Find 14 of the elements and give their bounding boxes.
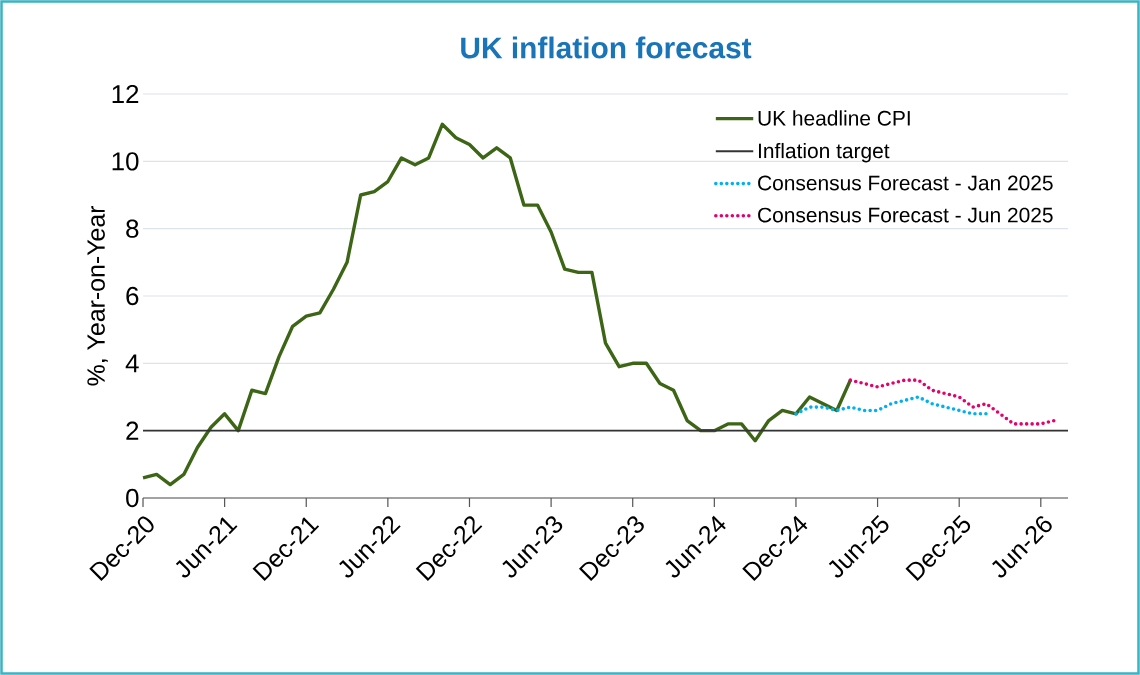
legend-label: Consensus Forecast - Jan 2025 xyxy=(758,175,1053,191)
legend-label: UK headline CPI xyxy=(758,110,910,126)
chart-title: UK inflation forecast xyxy=(461,36,752,59)
y-tick-label: 10 xyxy=(112,152,139,171)
legend-label: Inflation target xyxy=(758,142,890,163)
y-tick-label: 12 xyxy=(112,84,139,104)
legend-label: Consensus Forecast - Jun 2025 xyxy=(758,207,1053,223)
y-axis-title: %, Year-on-Year xyxy=(87,205,108,386)
y-tick-label: 2 xyxy=(126,421,139,440)
y-tick-label: 0 xyxy=(126,488,139,508)
y-tick-label: 6 xyxy=(126,286,139,306)
line-series xyxy=(794,395,989,416)
y-tick-label: 8 xyxy=(126,219,139,238)
y-tick-label: 4 xyxy=(125,354,139,373)
